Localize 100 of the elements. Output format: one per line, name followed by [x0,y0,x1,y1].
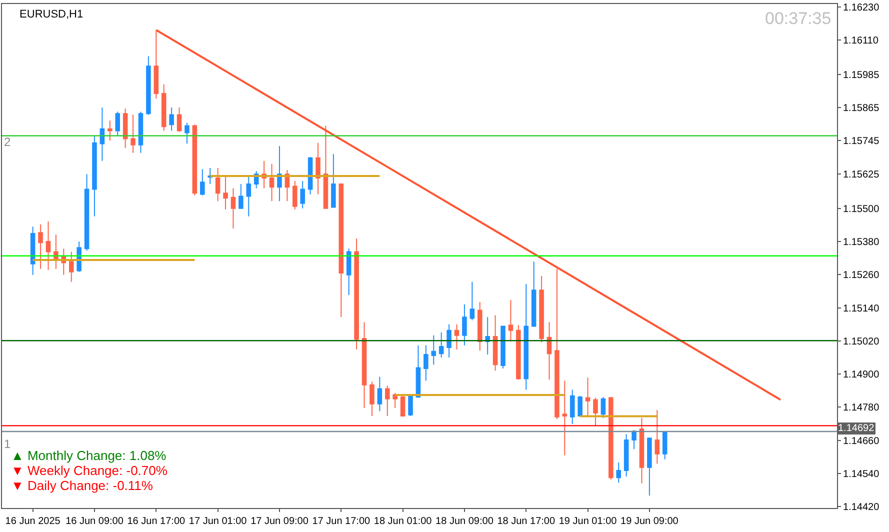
candlestick [585,377,590,417]
candlestick [516,324,521,380]
candlestick [68,251,74,282]
candlestick [600,396,606,418]
candlestick [654,409,660,464]
x-tick-label: 18 Jun 09:00 [436,516,494,527]
annotation: 2 [4,135,11,149]
candlestick [485,316,490,355]
candlestick [624,434,629,478]
candlestick [208,168,212,185]
candlestick [30,226,36,276]
candlestick [230,188,236,230]
candlestick [438,332,444,358]
candlestick [100,107,105,162]
x-tick-label: 17 Jun 17:00 [312,516,370,527]
candlestick [400,393,406,417]
y-tick-label: 1.16230 [843,2,880,14]
candlestick [562,380,568,456]
candlestick [138,111,144,154]
candlestick [524,284,529,390]
candlestick [616,462,621,484]
candlestick [500,326,506,370]
annotation: 1 [4,437,11,451]
candlestick [108,120,112,142]
y-tick-label: 1.15625 [843,169,880,180]
candlestick [477,301,482,352]
y-tick-label: 1.15380 [843,237,880,248]
y-tick-label: 1.15260 [843,270,880,282]
x-tick-label: 19 Jun 09:00 [620,516,679,527]
y-tick-label: 1.15500 [843,204,880,215]
annotation: ▼ Weekly Change: -0.70% [11,463,168,478]
candlestick [578,395,582,417]
candlestick [115,111,120,136]
y-tick-label: 1.14660 [843,436,880,447]
candlestick [632,430,636,450]
x-tick-label: 18 Jun 17:00 [497,516,556,527]
candlestick [593,397,598,426]
y-tick-label: 1.14900 [843,370,880,381]
x-tick-label: 16 Jun 09:00 [66,516,124,527]
candlestick [431,334,436,366]
candlestick [184,122,190,144]
candlestick [238,184,244,209]
candlestick [424,344,428,382]
candlestick [269,163,274,202]
candlestick [354,238,359,350]
x-tick-label: 18 Jun 01:00 [374,516,432,527]
candlestick [84,174,90,252]
candlestick [377,376,382,412]
candlestick [92,135,97,217]
candlestick [338,184,344,318]
candlestick [531,261,536,327]
annotation: ▼ Daily Change: -0.11% [11,478,154,493]
candlestick [277,145,282,202]
candlestick [130,114,136,154]
y-tick-label: 1.15020 [843,336,880,348]
candlestick [385,385,390,417]
candlestick [154,29,159,99]
candlestick [639,417,644,484]
candlestick [292,180,298,210]
x-tick-label: 17 Jun 01:00 [188,516,248,527]
annotation: ▲ Monthly Change: 1.08% [11,448,167,463]
candlestick [200,168,205,196]
x-tick-label: 16 Jun 2025 [5,516,61,527]
text: 1.14692 [838,423,875,434]
candlestick [192,124,198,196]
candlestick [608,396,614,480]
candlestick [416,344,421,398]
candlestick [122,108,128,148]
candlestick [454,324,460,350]
candlestick [54,234,58,270]
candlestick [392,392,398,409]
candlestick [508,300,514,342]
x-tick-label: 17 Jun 09:00 [250,516,309,527]
candlestick [316,142,320,195]
x-tick-label: 16 Jun 17:00 [127,516,186,527]
x-tick-label: 19 Jun 01:00 [558,516,618,527]
y-tick-label: 1.14780 [843,402,880,414]
candlestick [323,125,328,209]
candlestick [331,153,336,208]
candlestick [492,314,498,372]
candlestick [76,241,82,272]
candlestick [146,56,151,116]
candlestick [362,322,367,409]
y-tick-label: 1.15140 [843,303,880,314]
candlestick [38,224,43,270]
candlestick [346,248,352,296]
candlestick [462,304,467,346]
chart-title: EURUSD,H1 [20,8,84,20]
candlestick [546,322,552,380]
candlestick [176,107,182,132]
candlestick [46,220,51,270]
candlestick [223,176,228,210]
candlestick [662,431,668,460]
candlestick [408,395,413,417]
candlestick [300,180,305,209]
candlestick [470,281,475,321]
candlestick [215,168,220,202]
candlestick [169,107,174,132]
y-tick-label: 1.16110 [843,35,879,46]
annotation: 00:37:35 [765,9,832,28]
